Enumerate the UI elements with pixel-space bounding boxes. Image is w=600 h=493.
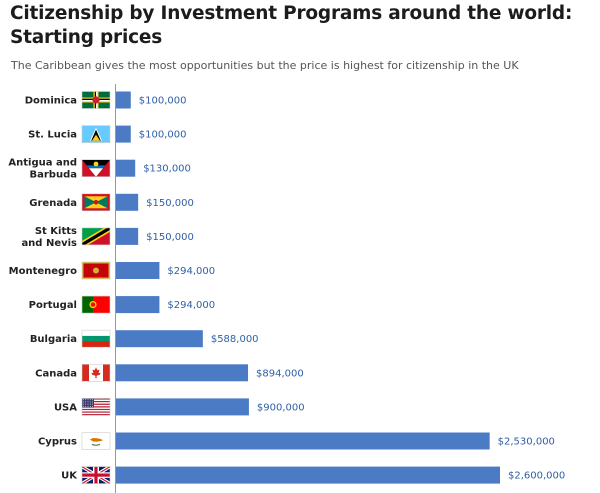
value-label-antigua-and-barbuda: $130,000 [143,164,191,175]
value-label-uk: $2,600,000 [508,471,565,482]
category-label-antigua-and-barbuda: Antigua and Barbuda [8,158,77,181]
bar-usa [116,398,249,416]
category-label-grenada: Grenada [29,198,77,209]
value-label-portugal: $294,000 [167,300,215,311]
st-kitts-and-nevis-flag-icon [81,227,111,246]
chart-subtitle: The Caribbean gives the most opportuniti… [11,59,519,72]
bar-cyprus [116,432,490,450]
value-label-canada: $894,000 [256,368,304,379]
category-label-bulgaria: Bulgaria [30,334,77,345]
st-lucia-flag-icon [81,125,111,143]
dominica-flag-icon [81,91,111,109]
chart-title: Citizenship by Investment Programs aroun… [10,3,573,48]
value-label-usa: $900,000 [257,402,305,413]
category-label-canada: Canada [35,368,77,379]
value-label-st-kitts-and-nevis: $150,000 [146,232,194,243]
montenegro-flag-icon [81,261,111,280]
value-label-dominica: $100,000 [139,96,187,107]
category-label-uk: UK [61,471,78,482]
category-label-portugal: Portugal [29,300,77,311]
portugal-flag-icon [81,295,111,314]
bar-portugal [116,296,160,314]
value-label-cyprus: $2,530,000 [498,437,555,448]
grenada-flag-icon [81,193,111,212]
bar-canada [116,364,249,382]
usa-flag-icon [81,398,111,416]
bar-montenegro [116,262,160,279]
cyprus-flag-icon [81,432,111,450]
category-label-st-kitts-and-nevis: St Kitts and Nevis [21,226,77,249]
category-label-usa: USA [54,402,77,413]
value-label-montenegro: $294,000 [167,266,215,277]
category-label-dominica: Dominica [25,96,77,107]
bar-st-lucia [116,125,131,143]
bar-bulgaria [116,330,203,348]
canada-flag-icon [81,363,111,382]
bar-antigua-and-barbuda [116,159,136,177]
bulgaria-flag-icon [81,329,111,348]
category-label-st-lucia: St. Lucia [28,130,77,141]
category-label-montenegro: Montenegro [9,266,77,277]
value-label-st-lucia: $100,000 [139,130,187,141]
bar-grenada [116,193,139,211]
bar-chart: Dominica $100,000 St. Lucia $100,000 Antigua… [8,84,565,493]
value-label-bulgaria: $588,000 [211,334,259,345]
category-label-cyprus: Cyprus [38,437,77,448]
bar-st-kitts-and-nevis [116,227,139,245]
antigua-and-barbuda-flag-icon [81,159,111,177]
uk-flag-icon [81,465,111,486]
value-label-grenada: $150,000 [146,198,194,209]
bar-uk [116,466,500,484]
bar-dominica [116,91,131,109]
